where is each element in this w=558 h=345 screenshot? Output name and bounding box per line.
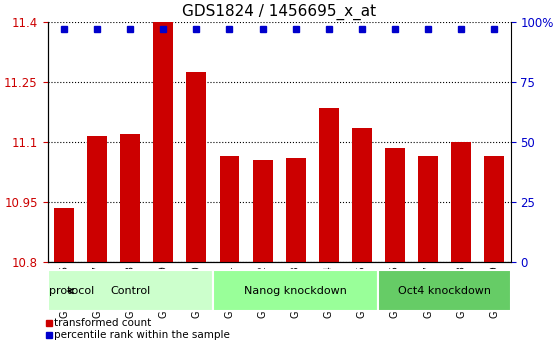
Text: percentile rank within the sample: percentile rank within the sample xyxy=(54,331,230,341)
Bar xyxy=(418,156,438,263)
Text: Nanog knockdown: Nanog knockdown xyxy=(244,286,347,296)
Text: Oct4 knockdown: Oct4 knockdown xyxy=(398,286,491,296)
Text: protocol: protocol xyxy=(49,286,94,296)
Bar xyxy=(484,156,504,263)
Bar xyxy=(87,136,107,263)
Text: Control: Control xyxy=(110,286,150,296)
FancyBboxPatch shape xyxy=(213,270,378,312)
FancyBboxPatch shape xyxy=(47,270,213,312)
Title: GDS1824 / 1456695_x_at: GDS1824 / 1456695_x_at xyxy=(182,4,376,20)
Bar xyxy=(54,207,74,263)
Bar xyxy=(385,148,405,263)
FancyBboxPatch shape xyxy=(378,270,511,312)
Bar xyxy=(352,128,372,263)
Bar xyxy=(319,108,339,263)
Bar xyxy=(121,134,140,263)
Text: transformed count: transformed count xyxy=(54,318,151,328)
Bar xyxy=(451,142,471,263)
Bar xyxy=(286,158,306,263)
Bar xyxy=(153,22,173,263)
Bar xyxy=(219,156,239,263)
Bar xyxy=(253,160,272,263)
Bar xyxy=(186,72,206,263)
